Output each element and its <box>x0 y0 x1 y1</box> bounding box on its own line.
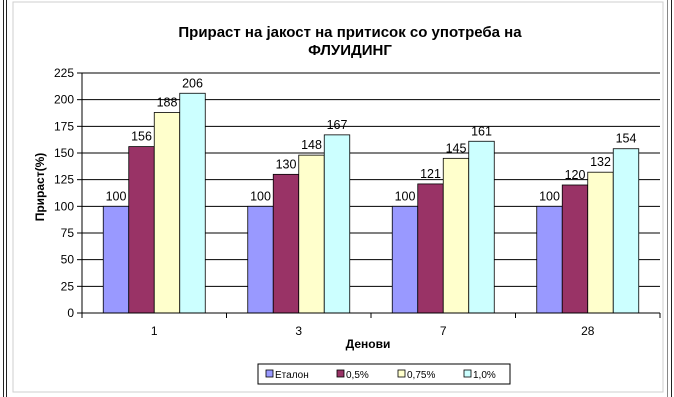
data-label: 148 <box>301 138 322 152</box>
y-tick-label: 200 <box>54 93 74 107</box>
data-label: 130 <box>276 157 297 171</box>
y-tick-label: 50 <box>61 253 75 267</box>
bar <box>587 171 614 314</box>
y-tick-label: 225 <box>54 66 74 80</box>
window-border-right <box>667 0 672 397</box>
bar <box>102 205 130 314</box>
x-axis-title: Денови <box>346 337 391 351</box>
bar <box>417 183 444 314</box>
y-axis-title: Прираст(%) <box>33 153 47 222</box>
y-tick-label: 0 <box>67 306 74 320</box>
bar <box>153 112 181 314</box>
x-tick-label: 1 <box>151 324 158 338</box>
legend-swatch <box>336 369 345 378</box>
legend-swatch <box>463 369 472 378</box>
x-tick-label: 28 <box>581 324 595 338</box>
x-tick-label: 7 <box>440 324 447 338</box>
bar <box>612 148 640 314</box>
bar <box>247 205 274 314</box>
bar <box>442 157 470 314</box>
bar <box>536 205 563 314</box>
legend-box <box>257 363 511 385</box>
y-tick-label: 100 <box>54 199 74 213</box>
data-labels: 100 156 188 206 100 130 148 167 100 121 145 161 100 1… <box>106 76 637 203</box>
data-label: 188 <box>157 95 178 109</box>
data-label: 132 <box>590 155 611 169</box>
data-label: 121 <box>420 167 441 181</box>
bar <box>391 205 419 314</box>
chart-title-line-1: Прираст на јакост на притисок со употреб… <box>178 24 522 41</box>
bar <box>561 184 589 314</box>
data-label: 206 <box>182 76 203 90</box>
data-label: 100 <box>395 189 416 203</box>
data-label: 161 <box>471 124 492 138</box>
bar <box>298 154 325 314</box>
legend-swatch <box>397 369 406 378</box>
legend-label: 0,5% <box>346 370 369 381</box>
legend-label: 0,75% <box>407 370 435 381</box>
legend-label: Еталон <box>275 370 309 381</box>
y-tick-label: 175 <box>54 119 74 133</box>
legend-swatch <box>265 369 274 378</box>
x-tick-label: 3 <box>295 324 302 338</box>
data-label: 156 <box>131 130 152 144</box>
data-label: 145 <box>446 141 467 155</box>
legend-label: 1,0% <box>473 370 496 381</box>
bar <box>468 140 495 314</box>
data-label: 100 <box>250 189 271 203</box>
data-label: 154 <box>616 132 637 146</box>
data-label: 120 <box>565 168 586 182</box>
bar <box>128 146 155 314</box>
y-tick-label: 150 <box>54 146 74 160</box>
data-label: 100 <box>106 189 127 203</box>
y-tick-label: 125 <box>54 173 74 187</box>
y-tick-label: 25 <box>61 279 75 293</box>
chart-title-line-2: ФЛУИДИНГ <box>308 42 392 59</box>
y-tick-label: 75 <box>61 226 75 240</box>
bar <box>272 173 300 314</box>
legend: Еталон 0,5% 0,75% 1,0% <box>265 369 496 381</box>
bar <box>179 92 206 314</box>
axes: 0 25 50 75 100 125 150 175 200 225 1 3 7 28 <box>54 66 661 338</box>
data-label: 100 <box>539 189 560 203</box>
bar <box>323 134 351 314</box>
window-border-left <box>3 0 7 397</box>
data-label: 167 <box>327 118 348 132</box>
